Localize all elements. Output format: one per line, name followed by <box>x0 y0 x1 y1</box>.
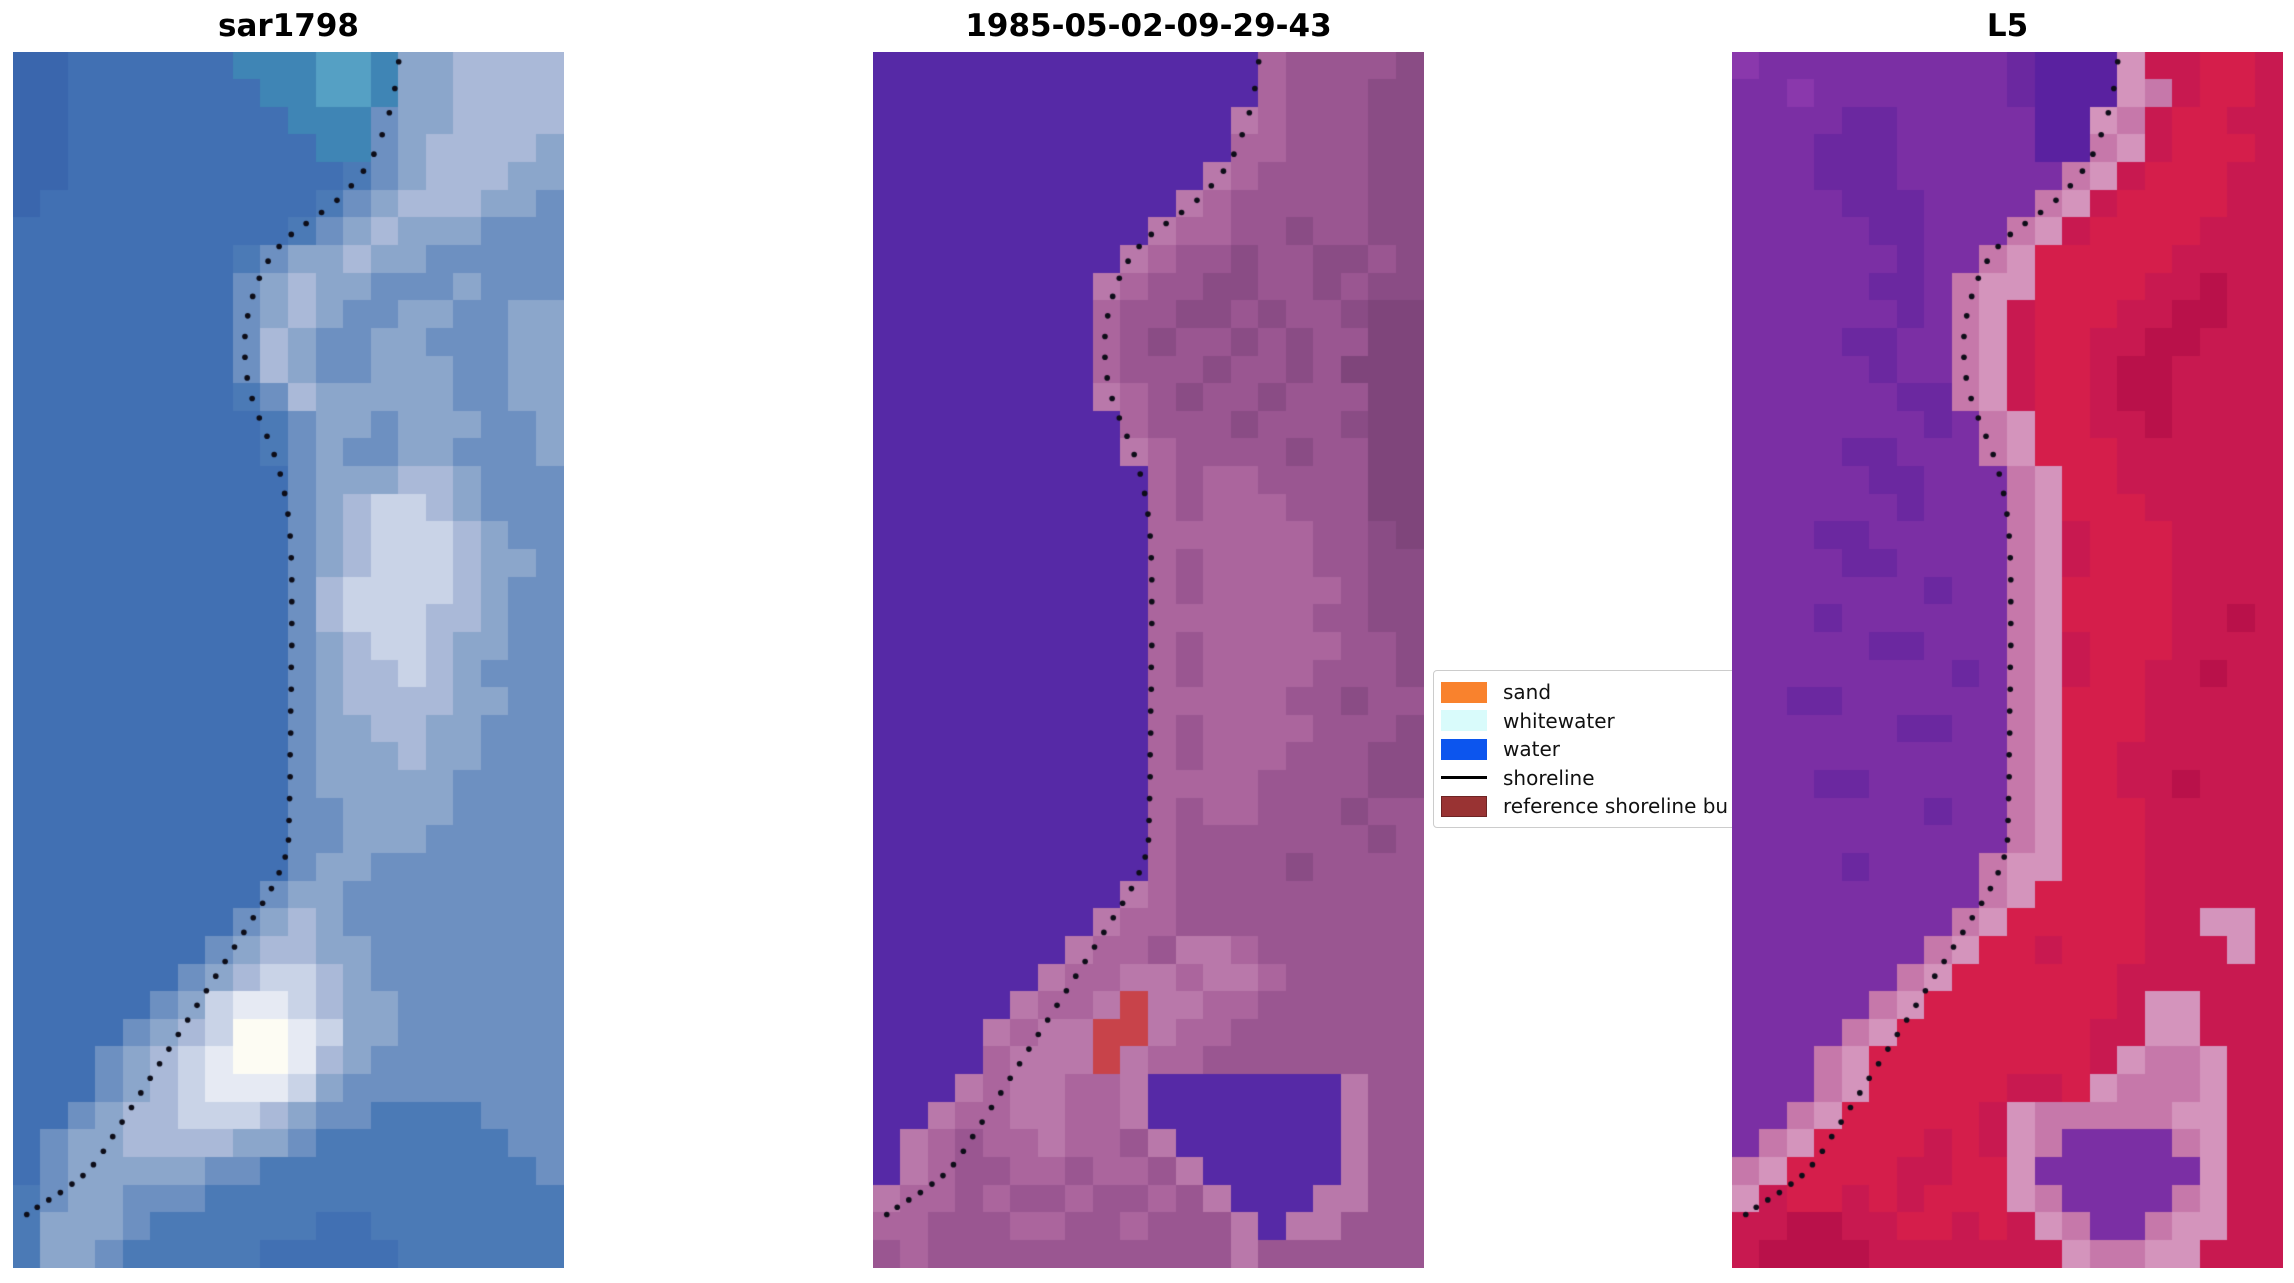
legend-item-shoreline: shoreline <box>1441 765 1814 791</box>
legend-swatch-shoreline <box>1441 776 1487 779</box>
legend-label: whitewater <box>1503 708 1615 733</box>
legend-label: reference shoreline bu <box>1503 794 1729 818</box>
legend-item-water: water <box>1441 736 1814 762</box>
legend-label: sand <box>1503 680 1552 704</box>
l5-image-panel <box>1732 52 2283 1268</box>
legend-swatch-water <box>1441 738 1487 760</box>
legend-label: water <box>1503 737 1560 761</box>
panel-title-l5: L5 <box>1986 8 2029 44</box>
panel-title-sar1798: sar1798 <box>218 8 359 44</box>
legend-swatch-sand <box>1441 681 1487 703</box>
legend-label: shoreline <box>1503 765 1595 790</box>
classified-image-panel <box>873 52 1424 1268</box>
panel-title-date: 1985-05-02-09-29-43 <box>965 8 1332 44</box>
legend-item-reference: reference shoreline bu <box>1441 793 1814 819</box>
legend-item-sand: sand <box>1441 679 1814 705</box>
legend-swatch-reference <box>1441 795 1487 817</box>
legend-item-whitewater: whitewater <box>1441 708 1814 734</box>
legend-swatch-whitewater <box>1441 710 1487 731</box>
sar-image-panel <box>13 52 564 1268</box>
